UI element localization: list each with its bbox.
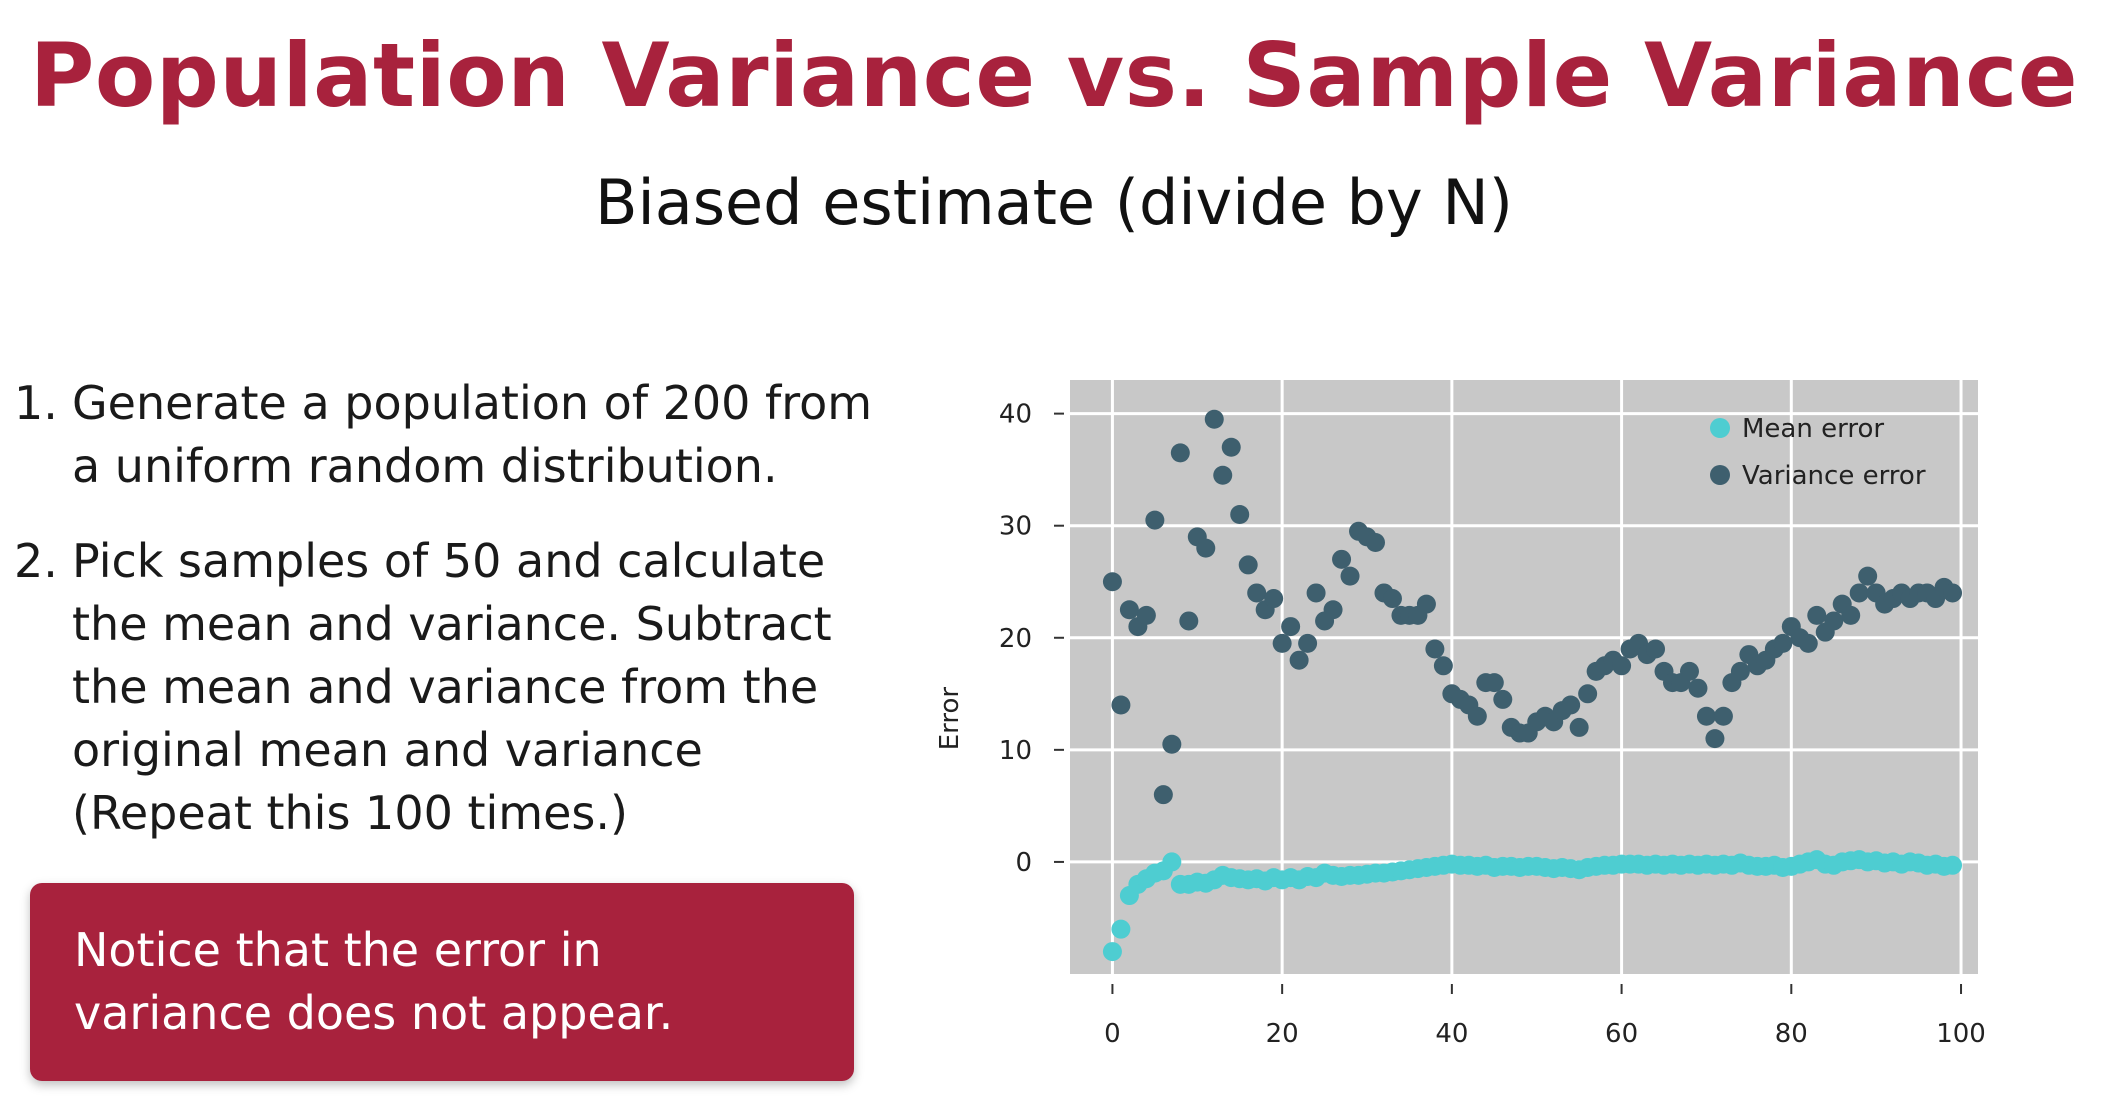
mean-error-point — [1943, 855, 1963, 875]
variance-error-point — [1289, 650, 1309, 670]
variance-error-point — [1382, 589, 1402, 609]
step-text: Pick samples of 50 and calculate the mea… — [72, 534, 832, 840]
y-tick-label: 20 — [999, 624, 1032, 654]
variance-error-point — [1238, 555, 1258, 575]
variance-error-point — [1247, 583, 1267, 603]
variance-error-point — [1221, 437, 1241, 457]
grid-lines — [1070, 380, 1978, 974]
series-variance-error — [1102, 409, 1963, 805]
legend-label-variance-error: Variance error — [1742, 461, 1926, 491]
variance-error-point — [1102, 572, 1122, 592]
variance-error-point — [1943, 583, 1963, 603]
variance-error-point — [1306, 583, 1326, 603]
y-axis-label: Error — [935, 687, 965, 751]
variance-error-point — [1170, 443, 1190, 463]
variance-error-point — [1281, 617, 1301, 637]
variance-error-point — [1730, 661, 1750, 681]
variance-error-point — [1230, 504, 1250, 524]
variance-error-point — [1162, 734, 1182, 754]
step-number: 2. — [14, 534, 58, 588]
x-tick-label: 80 — [1775, 1019, 1808, 1049]
variance-error-point — [1569, 717, 1589, 737]
variance-error-point — [1696, 706, 1716, 726]
axes: 0 20 40 60 80 100 0 10 20 30 40 — [999, 400, 1986, 1049]
variance-error-point — [1858, 566, 1878, 586]
variance-error-point — [1332, 549, 1352, 569]
legend-marker-mean-error — [1710, 418, 1730, 438]
series-mean-error — [1102, 850, 1963, 962]
slide-subtitle: Biased estimate (divide by N) — [594, 166, 1513, 239]
variance-error-point — [1153, 785, 1173, 805]
variance-error-point — [1807, 605, 1827, 625]
variance-error-point — [1196, 538, 1216, 558]
variance-error-point — [1467, 706, 1487, 726]
variance-error-point — [1433, 656, 1453, 676]
x-tick-label: 40 — [1435, 1019, 1468, 1049]
variance-error-point — [1561, 695, 1581, 715]
mean-error-point — [1111, 919, 1131, 939]
variance-error-point — [1272, 633, 1292, 653]
step-number: 1. — [14, 376, 58, 430]
variance-error-point — [1484, 673, 1504, 693]
legend-marker-variance-error — [1710, 465, 1730, 485]
mean-error-point — [1162, 852, 1182, 872]
variance-error-point — [1578, 684, 1598, 704]
variance-error-point — [1264, 589, 1284, 609]
y-tick-label: 0 — [1015, 848, 1032, 878]
y-tick-label: 10 — [999, 736, 1032, 766]
x-tick-label: 0 — [1104, 1019, 1121, 1049]
variance-error-point — [1416, 594, 1436, 614]
variance-error-point — [1179, 611, 1199, 631]
variance-error-point — [1705, 729, 1725, 749]
variance-error-point — [1136, 605, 1156, 625]
slide-title: Population Variance vs. Sample Variance — [29, 24, 2079, 127]
variance-error-point — [1773, 633, 1793, 653]
variance-error-point — [1119, 600, 1139, 620]
x-tick-label: 20 — [1266, 1019, 1299, 1049]
variance-error-point — [1824, 611, 1844, 631]
steps-list: 1. Generate a population of 200 from a u… — [14, 372, 894, 877]
variance-error-point — [1841, 605, 1861, 625]
variance-error-point — [1111, 695, 1131, 715]
variance-error-point — [1298, 633, 1318, 653]
callout-note: Notice that the error in variance does n… — [30, 883, 854, 1081]
legend: Mean error Variance error — [1710, 414, 1926, 491]
y-tick-label: 40 — [999, 400, 1032, 430]
error-scatter-chart: 0 20 40 60 80 100 0 10 20 30 40 Error Mean error V… — [935, 380, 1986, 1049]
mean-error-point — [1102, 942, 1122, 962]
variance-error-point — [1425, 639, 1445, 659]
variance-error-point — [1679, 661, 1699, 681]
list-item: 2. Pick samples of 50 and calculate the … — [14, 530, 894, 845]
y-tick-label: 30 — [999, 512, 1032, 542]
variance-error-point — [1798, 633, 1818, 653]
step-text: Generate a population of 200 from a unif… — [72, 376, 873, 493]
list-item: 1. Generate a population of 200 from a u… — [14, 372, 894, 498]
variance-error-point — [1646, 639, 1666, 659]
callout-text: Notice that the error in variance does n… — [74, 923, 674, 1040]
variance-error-point — [1493, 689, 1513, 709]
variance-error-point — [1365, 533, 1385, 553]
variance-error-point — [1145, 510, 1165, 530]
x-tick-label: 60 — [1605, 1019, 1638, 1049]
variance-error-point — [1713, 706, 1733, 726]
x-tick-label: 100 — [1936, 1019, 1986, 1049]
variance-error-point — [1323, 600, 1343, 620]
variance-error-point — [1204, 409, 1224, 429]
legend-label-mean-error: Mean error — [1742, 414, 1884, 444]
variance-error-point — [1688, 678, 1708, 698]
variance-error-point — [1849, 583, 1869, 603]
variance-error-point — [1612, 656, 1632, 676]
variance-error-point — [1340, 566, 1360, 586]
variance-error-point — [1213, 465, 1233, 485]
